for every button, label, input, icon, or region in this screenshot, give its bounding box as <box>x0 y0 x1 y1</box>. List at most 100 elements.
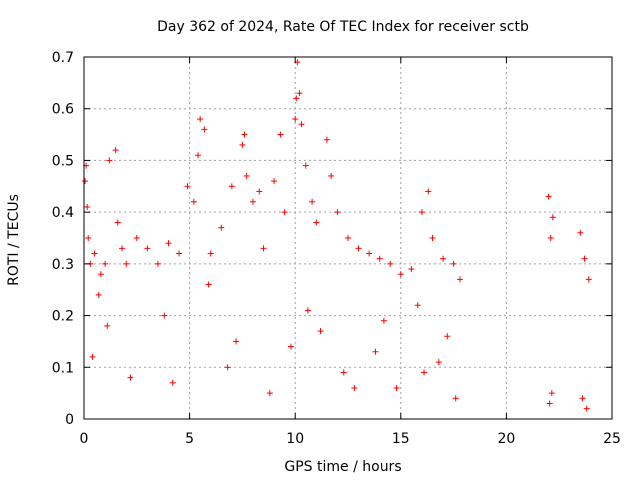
data-point <box>144 245 151 252</box>
data-point <box>380 317 387 324</box>
data-point <box>292 116 299 123</box>
data-point <box>195 152 202 159</box>
data-point <box>97 271 104 278</box>
data-point <box>421 369 428 376</box>
data-point <box>154 260 161 267</box>
data-point <box>387 260 394 267</box>
y-axis-label: ROTI / TECUs <box>6 194 22 286</box>
data-point <box>287 343 294 350</box>
y-tick-label: 0.4 <box>52 205 74 221</box>
data-point <box>197 116 204 123</box>
data-point <box>302 162 309 169</box>
data-point <box>298 121 305 128</box>
data-point <box>281 209 288 216</box>
data-point <box>547 235 554 241</box>
data-point <box>190 198 197 205</box>
data-point <box>104 322 111 329</box>
data-point <box>366 250 373 257</box>
data-point <box>548 390 555 397</box>
y-tick-label: 0.6 <box>52 102 74 118</box>
data-point <box>581 255 588 262</box>
data-point <box>233 338 240 345</box>
y-tick-label: 0.2 <box>52 309 74 325</box>
data-points <box>82 59 592 412</box>
data-point <box>414 302 421 309</box>
data-point <box>239 141 246 148</box>
data-point <box>184 183 191 190</box>
y-tick-label: 0.1 <box>52 360 74 376</box>
y-tick-label: 0 <box>65 412 74 428</box>
data-point <box>85 235 92 241</box>
data-point <box>583 405 590 412</box>
data-point <box>334 209 341 216</box>
data-point <box>345 235 351 241</box>
x-tick-label: 5 <box>185 431 194 447</box>
data-point <box>89 353 96 360</box>
data-point <box>201 126 208 133</box>
y-tick-label: 0.5 <box>52 153 74 169</box>
data-point <box>293 95 300 102</box>
data-point <box>418 209 425 216</box>
plot-frame <box>83 56 613 420</box>
data-point <box>165 240 172 247</box>
data-point <box>241 131 248 138</box>
data-point <box>296 90 303 97</box>
data-point <box>351 384 358 391</box>
data-point <box>376 255 383 262</box>
data-point <box>249 198 256 205</box>
data-point <box>408 266 415 273</box>
data-point <box>372 348 379 355</box>
data-point <box>256 188 263 195</box>
data-point <box>429 235 436 241</box>
data-point <box>425 188 432 195</box>
data-point <box>309 198 316 205</box>
data-point <box>91 250 98 257</box>
data-point <box>579 395 586 402</box>
data-point <box>549 214 556 221</box>
data-point <box>440 255 447 262</box>
x-tick-label: 25 <box>603 431 621 447</box>
data-point <box>95 291 102 298</box>
data-point <box>313 219 320 226</box>
data-point <box>266 390 273 397</box>
data-point <box>218 224 225 231</box>
data-point <box>123 260 130 267</box>
x-axis-label: GPS time / hours <box>284 459 401 475</box>
data-point <box>243 172 250 179</box>
data-point <box>340 369 347 376</box>
data-point <box>585 276 592 283</box>
data-point <box>106 157 113 164</box>
data-point <box>205 281 212 288</box>
data-point <box>545 193 552 200</box>
data-point <box>452 395 459 402</box>
x-tick-label: 10 <box>286 431 304 447</box>
y-tick-label: 0.7 <box>52 50 74 66</box>
data-point <box>577 229 584 236</box>
data-point <box>133 235 140 241</box>
data-point <box>317 328 324 335</box>
data-point <box>304 307 311 314</box>
data-point <box>260 245 267 252</box>
data-point <box>546 400 553 407</box>
data-point <box>169 379 176 386</box>
data-point <box>444 333 451 340</box>
data-point <box>207 250 214 257</box>
data-point <box>450 260 457 267</box>
data-point <box>112 147 119 154</box>
y-tick-labels: 0 0.1 0.2 0.3 0.4 0.5 0.6 0.7 <box>52 50 74 428</box>
data-point <box>277 131 284 138</box>
x-tick-labels: 0 5 10 15 20 25 <box>80 431 621 447</box>
data-point <box>176 250 183 257</box>
data-point <box>397 271 404 278</box>
data-point <box>435 359 442 366</box>
data-point <box>102 260 109 267</box>
data-point <box>119 245 126 252</box>
data-point <box>161 312 168 319</box>
data-point <box>328 172 335 179</box>
data-point <box>82 178 89 185</box>
data-point <box>393 384 400 391</box>
data-point <box>228 183 235 190</box>
y-tick-label: 0.3 <box>52 257 74 273</box>
chart-title: Day 362 of 2024, Rate Of TEC Index for r… <box>157 19 529 35</box>
